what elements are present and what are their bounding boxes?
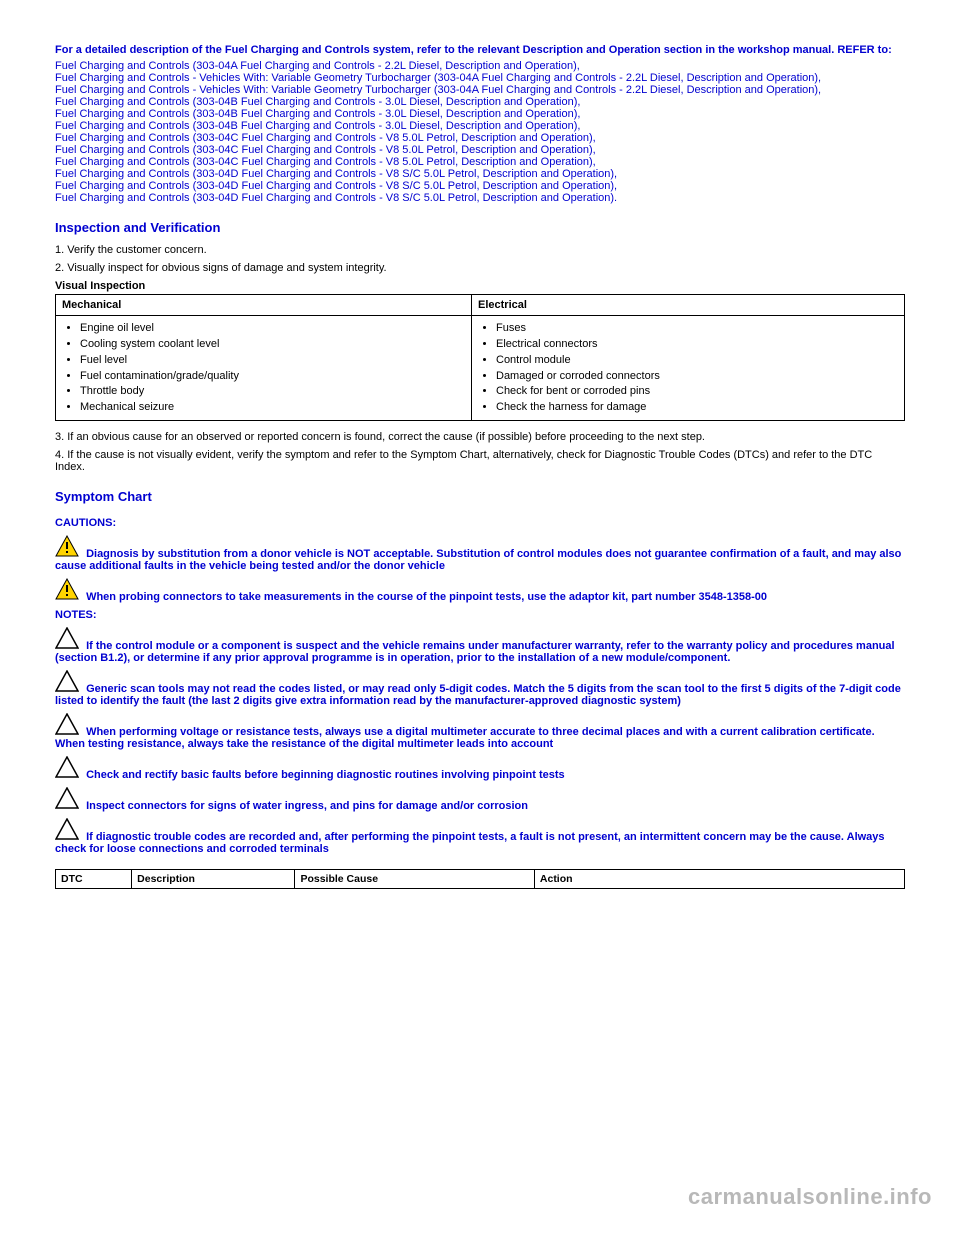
list-item: Engine oil level <box>80 321 465 336</box>
list-item: Fuel level <box>80 353 465 368</box>
caution-text: When probing connectors to take measurem… <box>86 591 767 603</box>
ref-item: Fuel Charging and Controls (303-04B Fuel… <box>55 120 905 132</box>
notes-label: NOTES: <box>55 609 905 621</box>
cell-electrical: Fuses Electrical connectors Control modu… <box>472 316 905 421</box>
step: 4. If the cause is not visually evident,… <box>55 449 905 473</box>
list-item: Fuel contamination/grade/quality <box>80 369 465 384</box>
note-text: When performing voltage or resistance te… <box>55 726 875 750</box>
dtc-col-dtc: DTC <box>56 870 132 889</box>
col-electrical: Electrical <box>472 295 905 316</box>
note-text: If diagnostic trouble codes are recorded… <box>55 831 885 855</box>
section-heading-inspection: Inspection and Verification <box>55 220 905 235</box>
note-icon <box>55 787 79 812</box>
note-icon <box>55 756 79 781</box>
dtc-col-cause: Possible Cause <box>295 870 534 889</box>
ref-item: Fuel Charging and Controls (303-04D Fuel… <box>55 192 905 204</box>
ref-item: Fuel Charging and Controls (303-04D Fuel… <box>55 168 905 180</box>
list-item: Cooling system coolant level <box>80 337 465 352</box>
step: 3. If an obvious cause for an observed o… <box>55 431 905 443</box>
note-icon <box>55 713 79 738</box>
caution-icon <box>55 578 79 603</box>
list-item: Fuses <box>496 321 898 336</box>
note-icon <box>55 627 79 652</box>
ref-list: Fuel Charging and Controls (303-04A Fuel… <box>55 60 905 204</box>
caution-text: Diagnosis by substitution from a donor v… <box>55 548 901 572</box>
ref-item: Fuel Charging and Controls (303-04B Fuel… <box>55 96 905 108</box>
section-heading-symptom: Symptom Chart <box>55 489 905 504</box>
note-text: Check and rectify basic faults before be… <box>86 769 565 781</box>
ref-item: Fuel Charging and Controls - Vehicles Wi… <box>55 84 905 96</box>
note-icon <box>55 818 79 843</box>
ref-item: Fuel Charging and Controls (303-04C Fuel… <box>55 156 905 168</box>
cell-mechanical: Engine oil level Cooling system coolant … <box>56 316 472 421</box>
list-item: Mechanical seizure <box>80 400 465 415</box>
note-text: Inspect connectors for signs of water in… <box>86 800 528 812</box>
procedure-title: For a detailed description of the Fuel C… <box>55 44 905 56</box>
list-item: Check the harness for damage <box>496 400 898 415</box>
note-text: Generic scan tools may not read the code… <box>55 683 901 707</box>
col-mechanical: Mechanical <box>56 295 472 316</box>
dtc-col-action: Action <box>534 870 904 889</box>
visual-inspection-table: Mechanical Electrical Engine oil level C… <box>55 294 905 421</box>
ref-item: Fuel Charging and Controls (303-04C Fuel… <box>55 132 905 144</box>
note-icon <box>55 670 79 695</box>
step: 1. Verify the customer concern. <box>55 244 905 256</box>
list-item: Damaged or corroded connectors <box>496 369 898 384</box>
ref-item: Fuel Charging and Controls (303-04A Fuel… <box>55 60 905 72</box>
cautions-label: CAUTIONS: <box>55 517 905 529</box>
list-item: Throttle body <box>80 384 465 399</box>
note-text: If the control module or a component is … <box>55 640 895 664</box>
dtc-table: DTC Description Possible Cause Action <box>55 869 905 889</box>
ref-item: Fuel Charging and Controls - Vehicles Wi… <box>55 72 905 84</box>
step: 2. Visually inspect for obvious signs of… <box>55 262 905 274</box>
list-item: Electrical connectors <box>496 337 898 352</box>
caution-icon <box>55 535 79 560</box>
step: Visual Inspection <box>55 280 905 292</box>
dtc-col-description: Description <box>132 870 295 889</box>
list-item: Check for bent or corroded pins <box>496 384 898 399</box>
ref-item: Fuel Charging and Controls (303-04C Fuel… <box>55 144 905 156</box>
list-item: Control module <box>496 353 898 368</box>
watermark: carmanualsonline.info <box>688 1184 932 1210</box>
ref-item: Fuel Charging and Controls (303-04B Fuel… <box>55 108 905 120</box>
ref-item: Fuel Charging and Controls (303-04D Fuel… <box>55 180 905 192</box>
